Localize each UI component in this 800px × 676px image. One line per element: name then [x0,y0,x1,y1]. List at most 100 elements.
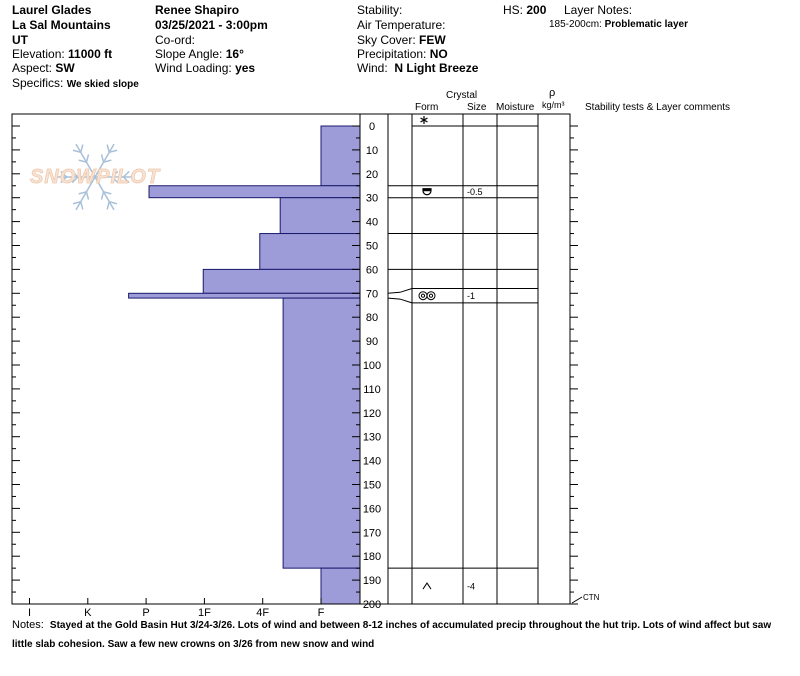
depth-tick-label: 100 [363,360,381,372]
precip-label: Precipitation: [357,47,427,61]
snowflake-arm [75,176,96,211]
density-header: kg/m³ [542,100,565,110]
snowflake-branch [80,201,84,210]
grain-caret-symbol [422,582,432,590]
depth-tick-label: 130 [363,432,381,444]
wind-label: Wind: [357,61,388,75]
snowflake-branch [80,144,84,153]
specifics-label: Specifics: [12,76,64,90]
wind-loading-value: yes [235,61,256,75]
precip-value: NO [429,47,448,61]
specifics-row: Specifics: We skied slope [12,76,139,92]
grain-size: -0.5 [467,187,483,197]
mountain-range: La Sal Mountains [12,18,111,32]
snowflake-branch [72,149,81,154]
location-name: Laurel Glades [12,3,92,17]
snowpilot-logo: SNOWPILOT [30,143,160,211]
depth-tick-label: 160 [363,503,381,515]
depth-tick-label: 180 [363,551,381,563]
depth-tick-label: 20 [366,169,378,181]
depth-connector [387,288,413,294]
snowflake-branch [111,176,119,184]
depth-tick-label: 70 [366,288,378,300]
layer-note: 185-200cm: Problematic layer [549,18,688,32]
grain-melt-symbol [428,293,434,298]
wind-row: Wind: N Light Breeze [357,61,478,75]
notes-text: Stayed at the Gold Basin Hut 3/24-3/26. … [12,620,772,650]
sky-row: Sky Cover: FEW [357,33,446,47]
wind-loading-row: Wind Loading: yes [155,61,255,75]
snowflake-branch [103,191,112,195]
grain-size: -1 [467,291,475,301]
hardness-tick-label: 4F [256,607,269,619]
layer-table [387,114,571,604]
wind-loading-label: Wind Loading: [155,61,232,75]
snowflake-branch [122,170,130,178]
hardness-tick-label: P [142,607,149,619]
hs-value: 200 [526,3,547,17]
elevation-value: 11000 ft [68,47,113,61]
hardness-bar [202,268,361,294]
depth-connector [387,297,413,304]
layer-notes-label: Layer Notes: [564,3,633,17]
elevation-row: Elevation: 11000 ft [12,47,112,61]
snowflake-branch [106,144,110,153]
depth-tick-label: 50 [366,241,378,253]
snowflake-branch [103,159,112,163]
stability-header: Stability tests & Layer comments [585,102,731,113]
test-label: CTN [583,593,600,602]
snowflake-branch [71,170,79,178]
depth-tick-label: 60 [366,264,378,276]
hardness-tick-label: 1F [198,607,211,619]
snowflake-branch [85,191,90,200]
observation-datetime: 03/25/2021 - 3:00pm [155,18,268,32]
grain-melt-symbol [418,291,428,301]
observer-name: Renee Shapiro [155,3,240,17]
hardness-bar [282,297,361,569]
grain-size: -4 [467,582,475,592]
rho-header: ρ [549,87,556,99]
snowflake-branch [78,159,87,163]
aspect-value: SW [55,61,75,75]
snowflake-arm [75,143,96,178]
hs-row: HS: 200 [503,3,546,17]
layer-note-range: 185-200cm: [549,19,602,30]
depth-tick-label: 40 [366,217,378,229]
snowflake-branch [85,154,90,163]
aspect-label: Aspect: [12,61,53,75]
specifics-value: We skied slope [66,79,139,90]
hardness-bars [128,125,361,605]
hardness-axis: I K P 1F 4F F [28,598,325,619]
test-pointer [571,596,583,604]
snowflake-arm [94,176,115,211]
snowflake-icon [57,143,133,211]
depth-tick-label: 0 [369,121,375,133]
snowflake-branch [100,154,105,163]
stability-tests: CTN [571,593,600,604]
elevation-label: Elevation: [12,47,65,61]
snowflake-branch [100,191,105,200]
grain-melt-symbol [420,293,426,298]
snowflake-branch [78,191,87,195]
snowflake-branch [60,170,68,178]
depth-tick-label: 190 [363,575,381,587]
snowflake-branch [60,176,68,184]
precip-row: Precipitation: NO [357,47,448,61]
hardness-tick-label: I [28,607,31,619]
snowflake-branch [106,201,110,210]
slope-label: Slope Angle: [155,47,223,61]
snowflake-branch [72,200,81,205]
layer-note-text: Problematic layer [604,19,688,30]
depth-tick-label: 200 [363,599,381,611]
new-snow-asterisk-symbol [420,117,428,123]
hardness-tick-label: K [84,607,92,619]
wind-value: N Light Breeze [394,61,479,75]
coord-label: Co-ord: [155,33,196,47]
depth-tick-label: 10 [366,145,378,157]
layer-rows: -0.5 -1 -4 [418,116,483,592]
depth-tick-label: 30 [366,193,378,205]
depth-tick-label: 120 [363,408,381,420]
hardness-bar [279,197,361,235]
grain-melt-symbol [426,291,436,301]
